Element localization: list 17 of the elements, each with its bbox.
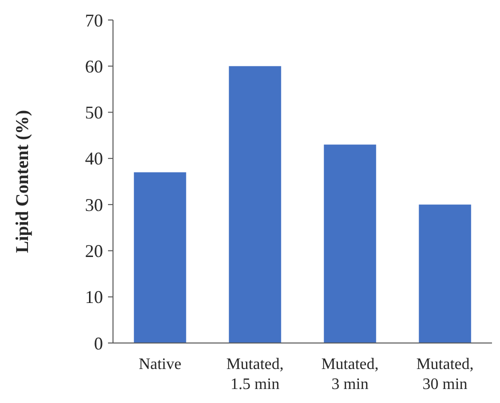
y-tick-label: 30 — [85, 194, 103, 215]
bar — [134, 172, 186, 343]
x-tick-label: Mutated, 1.5 min — [226, 356, 284, 393]
y-tick-label: 0 — [94, 333, 103, 354]
y-tick-label: 60 — [85, 56, 103, 76]
x-tick-label: Mutated, 3 min — [321, 356, 379, 393]
bar — [418, 204, 472, 343]
bar — [324, 144, 376, 343]
y-tick-label: 20 — [85, 241, 103, 262]
y-tick-label: 70 — [85, 10, 103, 30]
y-tick-label: 50 — [85, 102, 103, 123]
x-tick-label: Mutated, 30 min — [416, 356, 474, 393]
y-tick-label: 10 — [85, 287, 103, 308]
y-tick-label: 40 — [85, 148, 103, 169]
bar — [228, 66, 282, 343]
y-axis-title: Lipid Content (%) — [12, 110, 32, 254]
x-tick-label: Native — [138, 356, 182, 373]
